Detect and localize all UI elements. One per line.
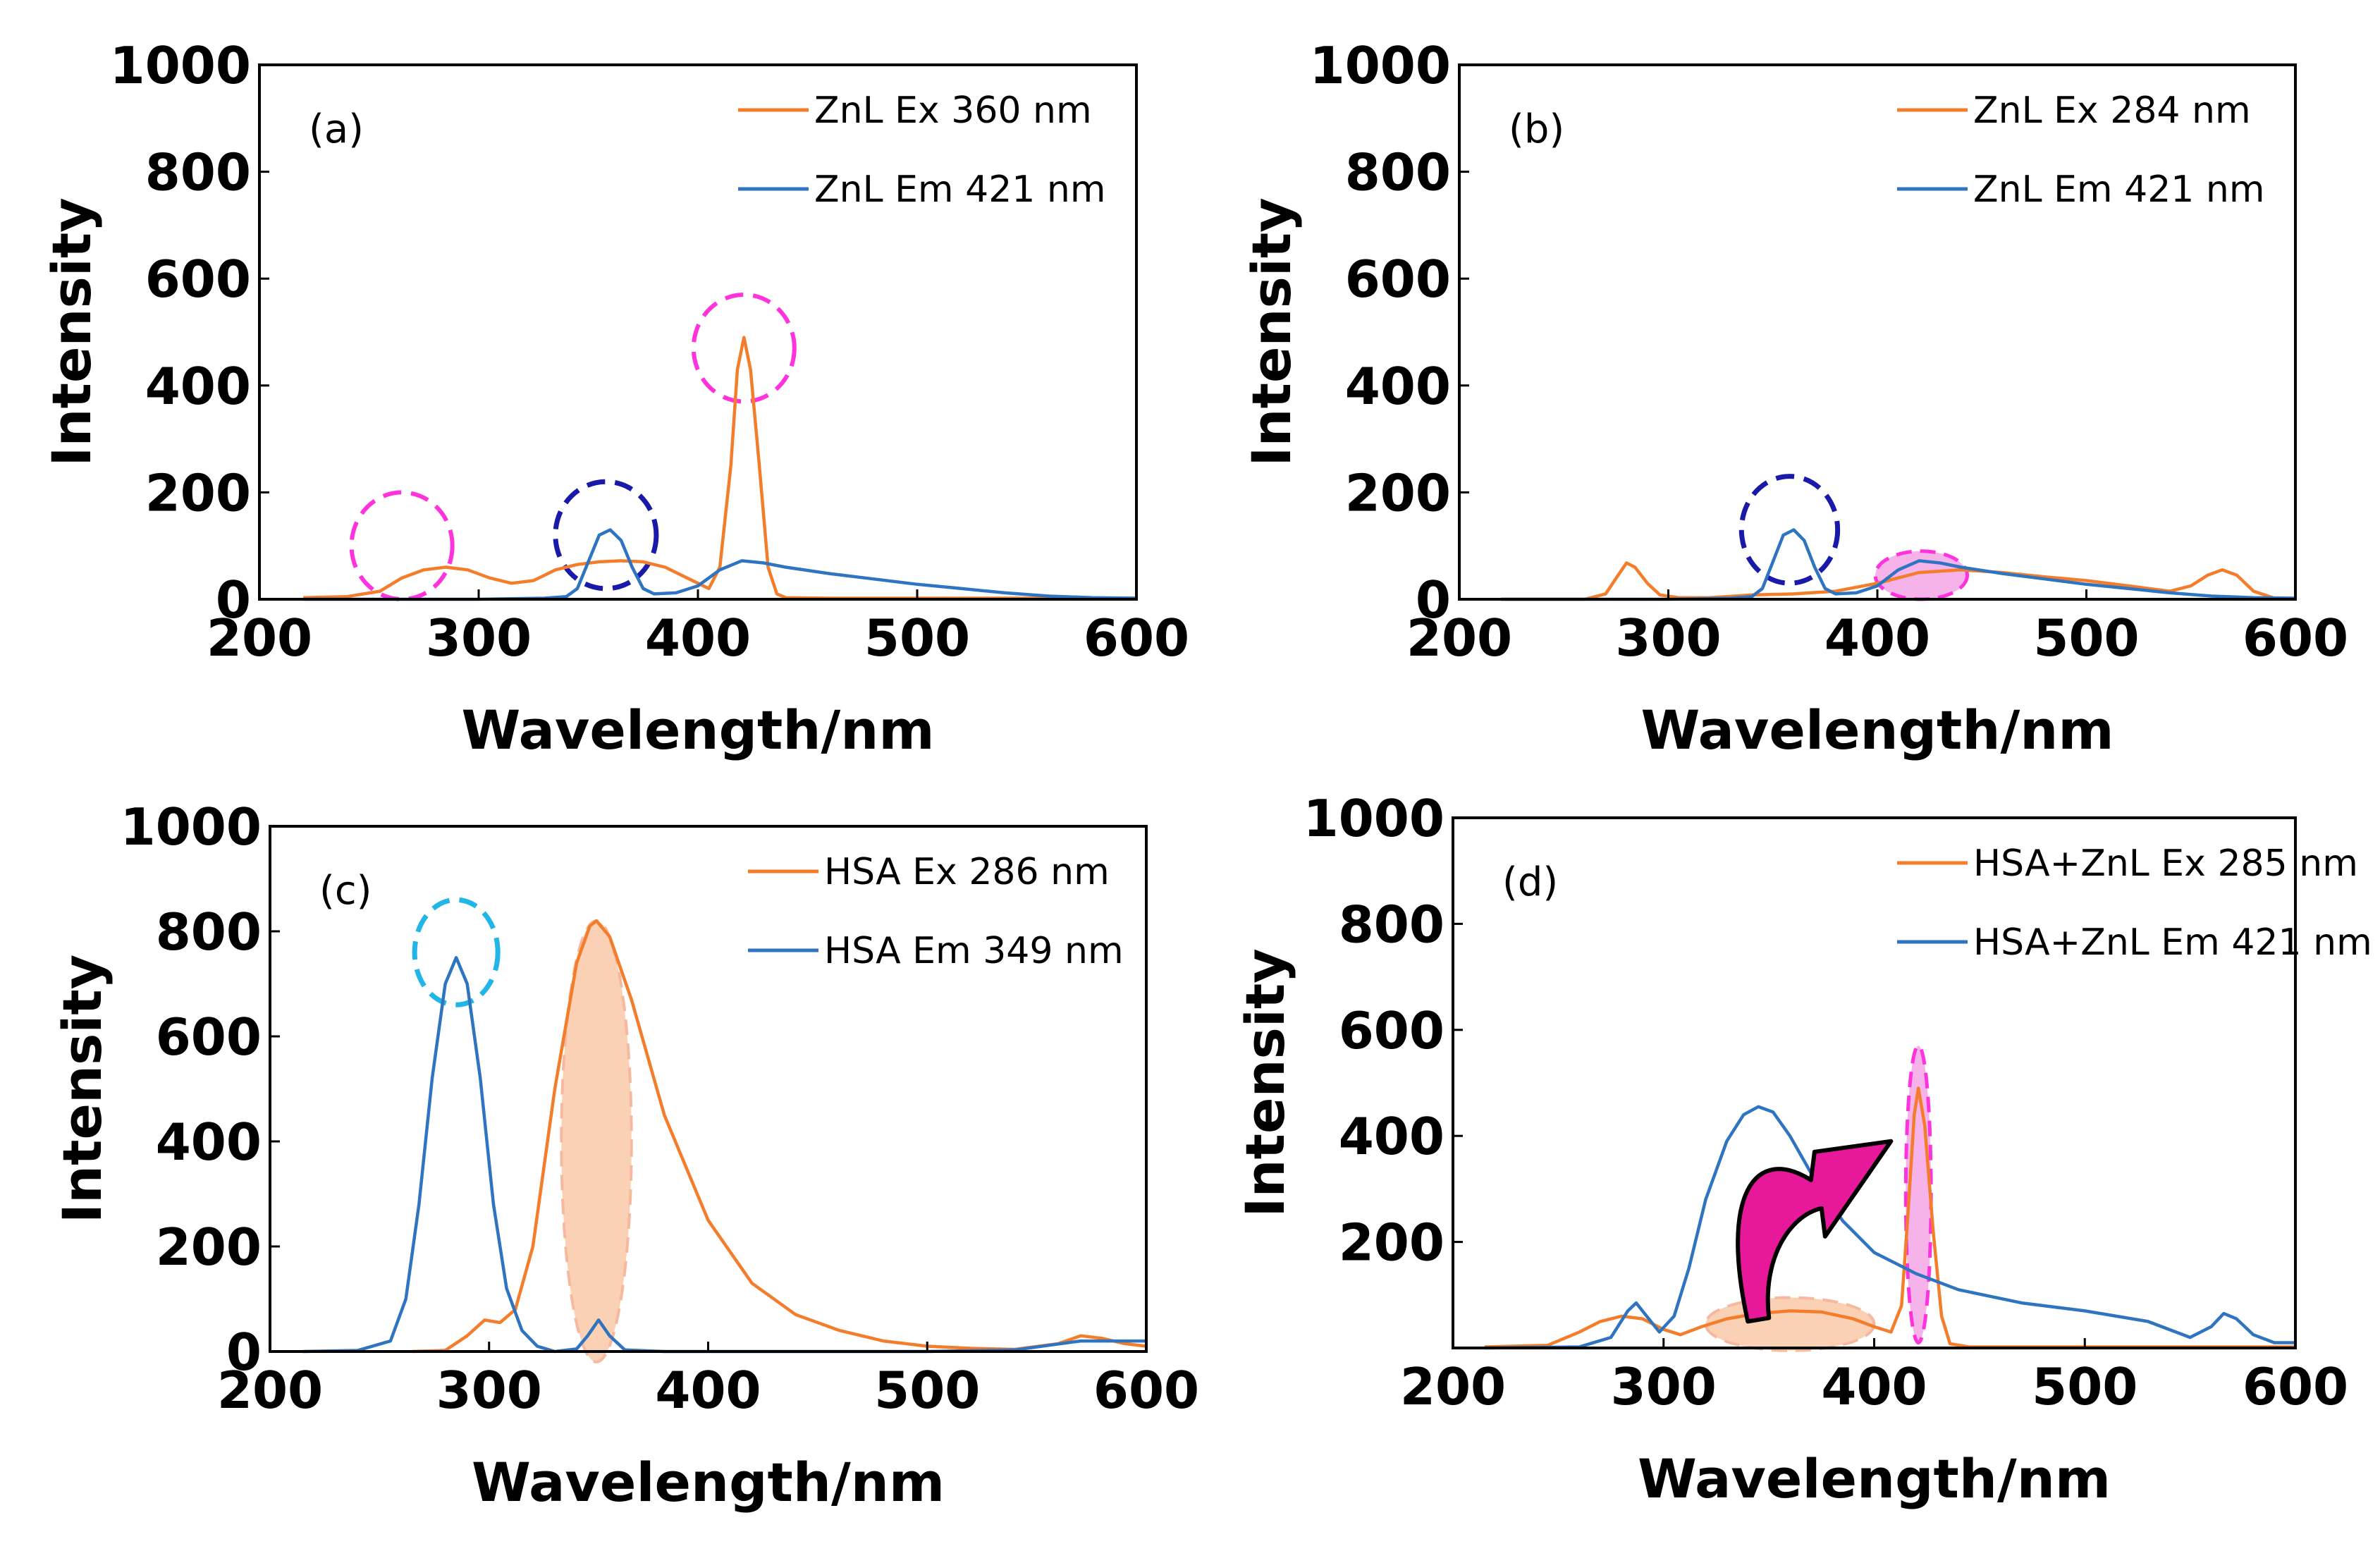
series-line-excitation [1484,1086,2295,1349]
series-line-excitation [303,336,1136,600]
y-tick-label: 800 [156,902,262,962]
annotation-marker-1 [553,479,659,592]
x-tick-label: 600 [1093,1361,1199,1420]
legend-label: HSA+ZnL Em 421 nm [1973,921,2372,964]
y-axis-label: Intensity [51,955,114,1224]
y-tick-label: 600 [145,250,251,309]
x-tick-label: 500 [2033,608,2139,668]
plot-frame [1458,63,2297,601]
legend-label: HSA Ex 286 nm [824,851,1110,893]
y-tick-label: 1000 [110,36,251,95]
series-line-emission [303,528,1137,601]
y-tick-label: 400 [1339,1107,1444,1166]
x-tick-label: 400 [655,1361,761,1420]
y-tick-label: 600 [156,1007,262,1067]
x-axis-label: Wavelength/nm [1640,699,2114,761]
x-tick-label: 600 [2243,608,2348,668]
x-tick-label: 400 [1824,608,1930,668]
y-tick-label: 1000 [1310,36,1451,95]
legend-label: ZnL Em 421 nm [814,168,1106,211]
y-tick-label: 1000 [121,797,262,857]
y-tick-label: 400 [145,357,251,416]
x-tick-label: 300 [1611,1357,1717,1416]
y-axis-label: Intensity [40,197,103,467]
x-tick-label: 500 [864,608,970,668]
series-line-emission [302,956,1146,1354]
x-tick-label: 400 [645,608,751,668]
y-axis-label: Intensity [1240,197,1303,467]
x-tick-label: 300 [1615,608,1721,668]
y-tick-label: 600 [1339,1001,1444,1060]
x-axis-label: Wavelength/nm [472,1451,945,1514]
y-tick-label: 800 [1339,895,1444,954]
annotation-marker-0 [1738,474,1841,586]
y-tick-label: 200 [156,1218,262,1277]
panel-label: (b) [1509,106,1564,152]
panel-3: 200 400 600 800 1000 200 300 400 500 600 Wavelengt… [1234,789,2372,1510]
annotation-marker-0 [1704,1296,1876,1352]
x-axis-label: Wavelength/nm [1638,1447,2111,1510]
x-axis-label: Wavelength/nm [461,699,934,761]
y-tick-label: 0 [1416,570,1451,630]
y-tick-label: 200 [1339,1213,1444,1273]
y-tick-label: 600 [1345,250,1451,309]
arrow-icon [1736,1139,1894,1324]
annotation-marker-0 [349,490,455,602]
y-tick-label: 0 [226,1323,262,1382]
legend-label: ZnL Ex 360 nm [814,90,1092,132]
panel-label: (c) [319,868,372,914]
legend-label: HSA Em 349 nm [824,930,1124,972]
series-line-excitation [1501,561,2296,601]
y-tick-label: 0 [216,570,251,630]
x-tick-label: 200 [1400,1357,1506,1416]
y-tick-label: 1000 [1304,789,1444,848]
annotation-marker-0 [412,897,501,1007]
panel-label: (a) [309,106,364,152]
x-tick-label: 600 [2243,1357,2348,1416]
plot-frame [1452,816,2297,1349]
series-line-emission [1501,528,2296,601]
y-tick-label: 800 [1345,143,1451,202]
x-tick-label: 600 [1084,608,1189,668]
annotation-marker-2 [691,292,797,404]
x-tick-label: 300 [426,608,532,668]
fret-arrow [1736,1139,1894,1324]
x-tick-label: 500 [874,1361,980,1420]
panel-label: (d) [1502,859,1558,905]
series-line-excitation [412,919,1147,1354]
x-tick-label: 200 [1406,608,1512,668]
y-tick-label: 800 [145,143,251,202]
y-tick-label: 200 [1345,463,1451,522]
y-tick-label: 200 [145,463,251,522]
legend-label: ZnL Em 421 nm [1973,168,2265,211]
y-axis-label: Intensity [1234,948,1296,1218]
x-tick-label: 300 [436,1361,542,1420]
x-tick-label: 400 [1821,1357,1927,1416]
plot-frame [269,825,1148,1353]
x-tick-label: 500 [2032,1357,2137,1416]
series-line-emission [1484,1105,2295,1350]
legend-label: ZnL Ex 284 nm [1973,90,2251,132]
x-tick-label: 200 [217,1361,323,1420]
y-tick-label: 400 [156,1113,262,1172]
legend-label: HSA+ZnL Ex 285 nm [1973,842,2358,885]
y-tick-label: 400 [1345,357,1451,416]
x-tick-label: 200 [207,608,312,668]
